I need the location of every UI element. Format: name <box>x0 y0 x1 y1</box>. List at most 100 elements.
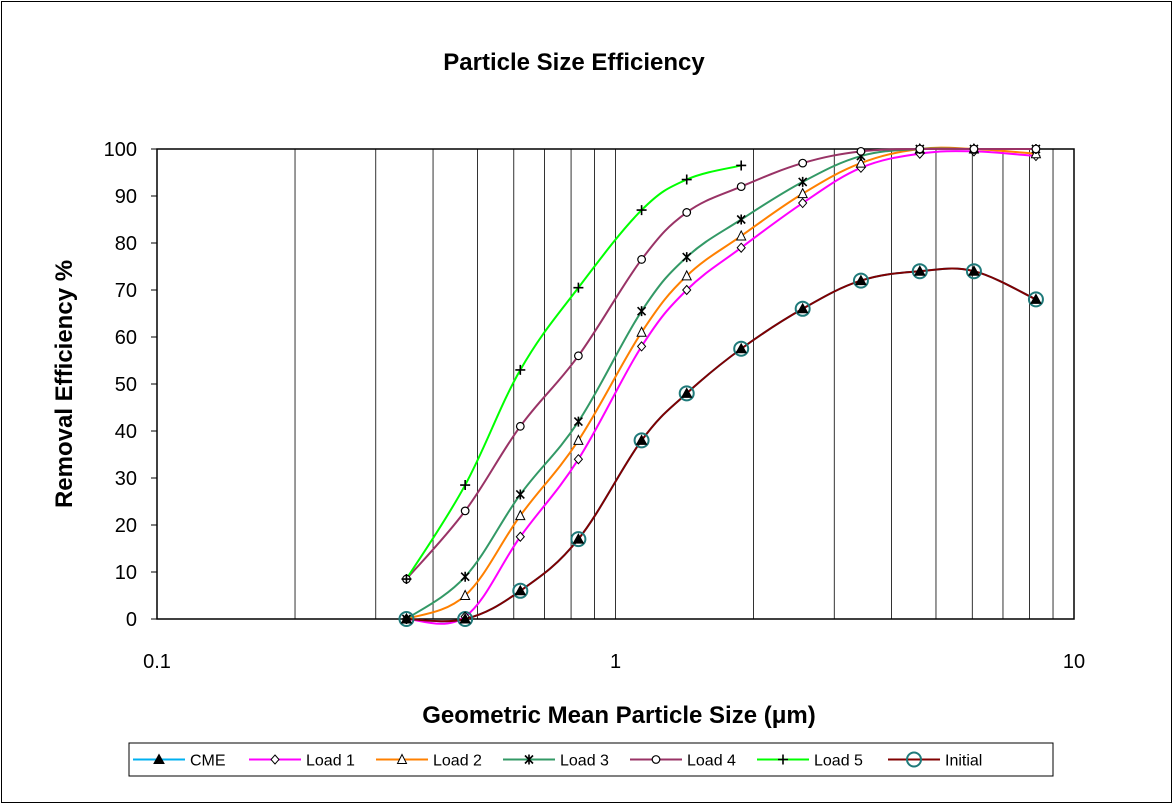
legend-entry: Load 4 <box>630 753 736 770</box>
data-point <box>460 571 470 582</box>
data-point <box>911 263 928 280</box>
data-point <box>736 160 747 171</box>
data-point <box>1027 291 1044 308</box>
data-point <box>1030 293 1042 304</box>
y-axis-title: Removal Efficiency % <box>51 260 78 508</box>
y-tick-label: 80 <box>115 233 137 255</box>
data-point <box>680 387 693 398</box>
data-point <box>913 265 926 276</box>
legend-entry: CME <box>133 753 226 770</box>
data-point <box>460 480 471 491</box>
data-point <box>512 582 529 599</box>
data-point <box>736 242 746 253</box>
data-point <box>797 187 808 199</box>
grid-layer <box>294 149 1054 619</box>
data-point <box>969 144 979 154</box>
data-point <box>735 342 748 354</box>
marker-layer <box>398 142 1044 627</box>
data-point <box>798 158 808 168</box>
series-line-load-1 <box>406 150 1037 625</box>
data-point <box>965 263 982 280</box>
data-point <box>570 531 587 548</box>
legend-label: Load 1 <box>306 753 355 770</box>
data-point <box>153 753 165 764</box>
data-point <box>651 755 661 764</box>
data-point <box>636 205 647 216</box>
data-point <box>514 584 527 596</box>
data-point <box>915 144 925 154</box>
data-point <box>515 531 525 543</box>
data-point <box>1031 144 1041 154</box>
data-point <box>682 208 692 217</box>
legend: CME Load 1 Load 2 Load 3 Load 4 Load 5 Initial <box>128 742 1054 777</box>
legend-label: Load 2 <box>433 753 482 770</box>
y-tick-label: 30 <box>115 468 137 490</box>
data-point <box>798 197 808 209</box>
x-tick-label: 10 <box>1063 651 1085 673</box>
data-point <box>798 176 808 187</box>
x-axis-title: Geometric Mean Particle Size (μm) <box>422 702 815 729</box>
data-point <box>573 416 583 427</box>
data-point <box>573 282 584 293</box>
legend-entry: Load 1 <box>249 753 355 770</box>
data-point <box>856 146 866 156</box>
legend-label: Initial <box>945 753 982 770</box>
y-tick-label: 50 <box>115 374 137 396</box>
chart-title: Particle Size Efficiency <box>443 49 705 76</box>
data-point <box>682 252 692 263</box>
data-point <box>401 574 412 585</box>
data-point <box>459 612 472 624</box>
data-point <box>852 272 869 289</box>
legend-entry: Load 5 <box>757 753 863 770</box>
data-point <box>736 214 746 225</box>
y-tick-label: 0 <box>126 609 137 631</box>
data-point <box>633 432 650 449</box>
legend-entry: Load 2 <box>376 753 482 770</box>
data-point <box>637 255 646 264</box>
y-tick-label: 100 <box>104 139 137 161</box>
data-point <box>794 300 811 317</box>
data-point <box>572 533 585 544</box>
data-point <box>396 753 408 764</box>
data-point <box>400 612 413 624</box>
axis-layer: 0 10 20 30 40 50 60 70 80 90 100 0.1 1 10 <box>104 139 1086 673</box>
data-point <box>270 754 280 765</box>
data-point <box>524 754 534 765</box>
data-point <box>736 182 746 192</box>
data-point <box>733 340 750 357</box>
legend-entry: Initial <box>888 751 982 770</box>
legend-label: CME <box>190 753 226 770</box>
data-point <box>515 509 526 521</box>
series-layer <box>405 146 1037 625</box>
y-tick-label: 60 <box>115 327 137 349</box>
data-point <box>573 434 584 445</box>
data-point <box>515 364 526 375</box>
data-point <box>735 229 747 241</box>
legend-label: Load 3 <box>560 753 609 770</box>
data-point <box>636 341 647 352</box>
data-point <box>637 306 647 317</box>
data-point <box>515 489 525 500</box>
y-tick-label: 10 <box>115 562 137 584</box>
data-point <box>678 385 695 402</box>
data-point <box>855 156 867 168</box>
y-tick-label: 20 <box>115 515 137 537</box>
data-point <box>636 326 647 337</box>
legend-label: Load 5 <box>814 753 863 770</box>
data-point <box>855 274 867 286</box>
data-point <box>681 174 692 185</box>
series-line-load-3 <box>405 147 1036 620</box>
data-point <box>681 269 693 281</box>
x-tick-label: 0.1 <box>143 651 171 673</box>
data-point <box>796 302 809 314</box>
data-point <box>968 265 980 276</box>
data-point <box>460 506 470 516</box>
data-point <box>635 434 648 445</box>
data-point <box>573 351 583 361</box>
legend-entry: Load 3 <box>503 753 609 770</box>
data-point <box>515 421 525 431</box>
x-tick-label: 1 <box>610 651 621 673</box>
legend-label: Load 4 <box>687 753 736 770</box>
